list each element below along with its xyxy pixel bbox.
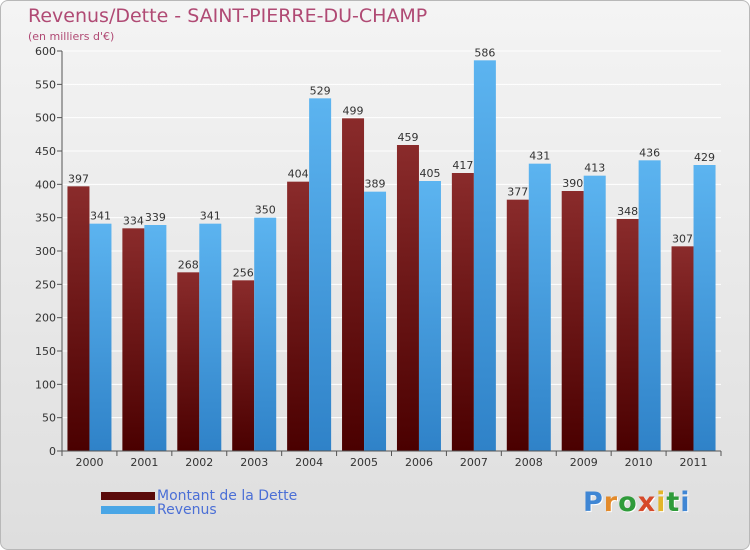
- data-label: 499: [343, 104, 364, 117]
- data-label: 431: [529, 150, 550, 163]
- data-label: 459: [397, 131, 418, 144]
- data-label: 529: [310, 84, 331, 97]
- y-tick-label: 200: [35, 312, 56, 325]
- data-label: 397: [68, 172, 89, 185]
- data-label: 341: [200, 210, 221, 223]
- legend-item-dette: Montant de la Dette: [101, 488, 297, 504]
- data-label: 268: [178, 258, 199, 271]
- bar-dette-2003: [232, 280, 255, 451]
- bar-revenus-2008: [528, 163, 551, 451]
- x-tick-label: 2005: [350, 456, 378, 469]
- y-tick-label: 400: [35, 178, 56, 191]
- x-tick-label: 2010: [625, 456, 653, 469]
- axis-layer: [57, 50, 722, 456]
- data-label: 389: [365, 178, 386, 191]
- bar-layer: [67, 60, 716, 452]
- y-tick-label: 600: [35, 45, 56, 58]
- data-label: 348: [617, 205, 638, 218]
- bar-revenus-2007: [473, 60, 496, 451]
- bar-dette-2010: [616, 219, 639, 451]
- x-tick-label: 2003: [240, 456, 268, 469]
- x-tick-label: 2006: [405, 456, 433, 469]
- bar-revenus-2006: [418, 181, 441, 451]
- label-layer: 0 50 100 150 200 250 300 350 400 450 500 550 600 2000…: [35, 45, 715, 469]
- bar-dette-2008: [506, 199, 529, 451]
- data-label: 417: [452, 159, 473, 172]
- grid-layer: [62, 50, 721, 452]
- data-label: 334: [123, 214, 144, 227]
- bar-revenus-2010: [638, 160, 661, 452]
- y-tick-label: 250: [35, 278, 56, 291]
- data-label: 256: [233, 266, 254, 279]
- legend-label-dette: Montant de la Dette: [157, 488, 298, 504]
- data-label: 436: [639, 146, 660, 159]
- data-label: 350: [255, 204, 276, 217]
- data-label: 413: [584, 162, 605, 175]
- bar-revenus-2005: [364, 191, 387, 451]
- y-tick-label: 50: [42, 412, 56, 425]
- data-label: 586: [474, 46, 495, 59]
- data-label: 339: [145, 211, 166, 224]
- bar-dette-2011: [671, 246, 694, 451]
- bar-dette-2004: [287, 181, 310, 451]
- bar-dette-2001: [122, 228, 145, 451]
- data-label: 341: [90, 210, 111, 223]
- data-label: 404: [288, 168, 309, 181]
- x-tick-label: 2011: [680, 456, 708, 469]
- bar-revenus-2003: [254, 217, 277, 451]
- data-label: 429: [694, 151, 715, 164]
- bar-revenus-2011: [693, 165, 716, 451]
- x-tick-label: 2002: [185, 456, 213, 469]
- bar-dette-2002: [177, 272, 200, 451]
- bar-dette-2007: [451, 173, 474, 451]
- x-tick-label: 2007: [460, 456, 488, 469]
- bar-revenus-2000: [89, 223, 112, 451]
- bar-revenus-2002: [199, 223, 222, 451]
- bar-revenus-2001: [144, 225, 167, 451]
- bar-dette-2006: [396, 145, 419, 451]
- y-tick-label: 450: [35, 145, 56, 158]
- legend-label-revenus: Revenus: [157, 502, 217, 518]
- data-label: 307: [672, 232, 693, 245]
- x-tick-label: 2008: [515, 456, 543, 469]
- chart-subtitle: (en milliers d'€): [28, 30, 115, 43]
- data-label: 390: [562, 177, 583, 190]
- y-tick-label: 0: [49, 445, 56, 458]
- legend-swatch-revenus: [101, 506, 155, 514]
- x-tick-label: 2004: [295, 456, 323, 469]
- y-tick-label: 300: [35, 245, 56, 258]
- data-label: 377: [507, 186, 528, 199]
- bar-revenus-2009: [583, 175, 606, 451]
- bar-dette-2005: [342, 118, 365, 451]
- bar-dette-2009: [561, 191, 584, 451]
- x-tick-label: 2009: [570, 456, 598, 469]
- data-label: 405: [419, 167, 440, 180]
- legend-item-revenus: Revenus: [101, 502, 217, 518]
- legend-swatch-dette: [101, 492, 155, 500]
- y-tick-label: 550: [35, 78, 56, 91]
- chart-title: Revenus/Dette - SAINT-PIERRE-DU-CHAMP: [28, 5, 428, 27]
- y-tick-label: 150: [35, 345, 56, 358]
- y-tick-label: 350: [35, 212, 56, 225]
- y-tick-label: 500: [35, 112, 56, 125]
- x-tick-label: 2000: [75, 456, 103, 469]
- y-tick-label: 100: [35, 378, 56, 391]
- bar-revenus-2004: [309, 98, 332, 451]
- bar-dette-2000: [67, 186, 90, 452]
- x-tick-label: 2001: [130, 456, 158, 469]
- proxiti-logo: Proxiti: [583, 487, 691, 518]
